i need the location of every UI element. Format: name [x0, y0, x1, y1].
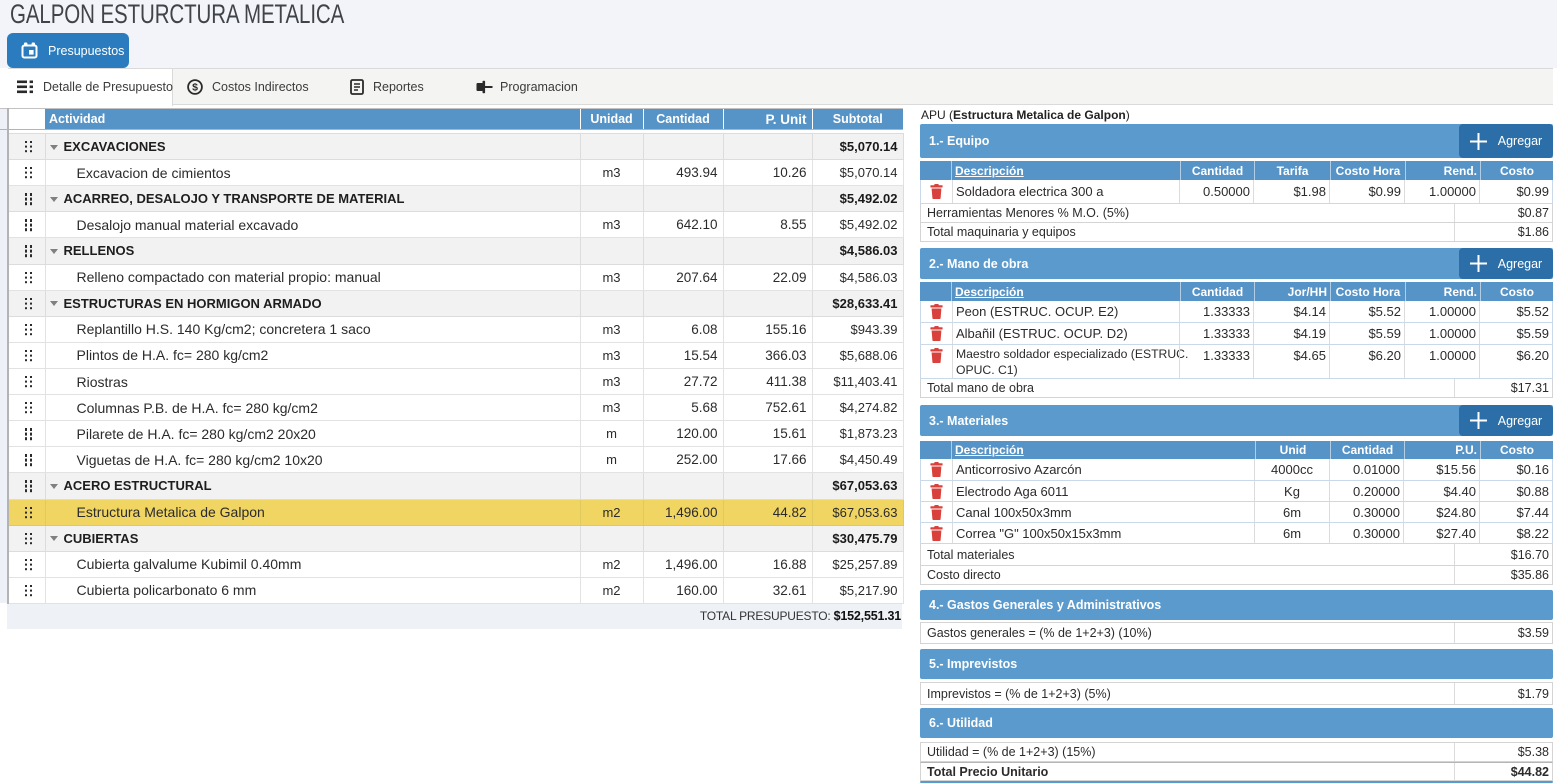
svg-text:$: $ [192, 82, 198, 94]
